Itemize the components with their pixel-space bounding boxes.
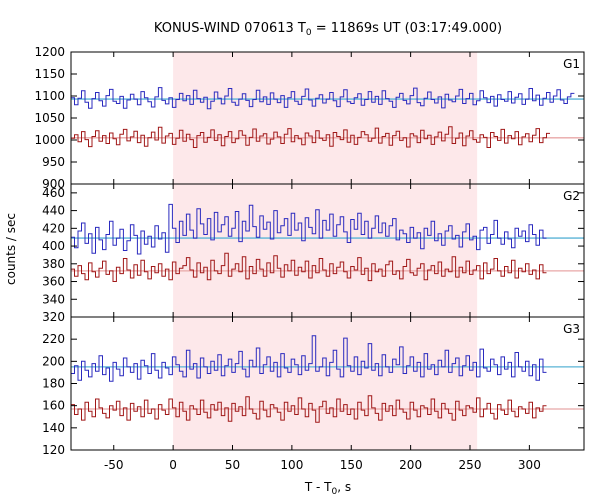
x-tick-label: -50 bbox=[104, 458, 124, 472]
x-tick-label: 200 bbox=[399, 458, 422, 472]
y-tick-label-G2: 360 bbox=[42, 275, 65, 289]
y-tick-label-G1: 1200 bbox=[34, 45, 65, 59]
y-tick-label-G2: 320 bbox=[42, 310, 65, 324]
y-tick-label-G3: 180 bbox=[42, 377, 65, 391]
y-tick-label-G2: 440 bbox=[42, 204, 65, 218]
y-tick-label-G2: 380 bbox=[42, 257, 65, 271]
x-axis-label: T - T0, s bbox=[304, 480, 351, 497]
x-tick-label: 250 bbox=[459, 458, 482, 472]
panel-label-G2: G2 bbox=[563, 189, 580, 203]
y-tick-label-G3: 200 bbox=[42, 354, 65, 368]
x-tick-label: 50 bbox=[225, 458, 240, 472]
y-tick-label-G1: 900 bbox=[42, 177, 65, 191]
y-tick-label-G2: 460 bbox=[42, 186, 65, 200]
y-tick-label-G3: 220 bbox=[42, 332, 65, 346]
panel-G1-series bbox=[71, 87, 584, 148]
y-tick-label-G1: 1100 bbox=[34, 89, 65, 103]
y-tick-label-G1: 1150 bbox=[34, 67, 65, 81]
panel-G2-series bbox=[71, 203, 584, 282]
panel-G3-series bbox=[71, 335, 584, 423]
lightcurve-G1-lower bbox=[71, 126, 550, 148]
lightcurve-G3-upper bbox=[71, 335, 547, 382]
x-tick-label: 150 bbox=[340, 458, 363, 472]
y-tick-label-G2: 400 bbox=[42, 239, 65, 253]
lightcurve-G2-lower bbox=[71, 252, 547, 282]
lightcurve-G3-lower bbox=[71, 395, 547, 423]
lightcurve-G1-upper bbox=[71, 87, 575, 110]
highlight-interval bbox=[173, 52, 478, 450]
chart-title-subscript: 0 bbox=[306, 28, 312, 38]
panel-label-G1: G1 bbox=[563, 57, 580, 71]
x-tick-label: 100 bbox=[280, 458, 303, 472]
y-tick-label-G3: 160 bbox=[42, 399, 65, 413]
y-tick-label-G1: 950 bbox=[42, 155, 65, 169]
y-tick-label-G1: 1050 bbox=[34, 111, 65, 125]
y-tick-label-G2: 340 bbox=[42, 292, 65, 306]
x-tick-label: 0 bbox=[169, 458, 177, 472]
lightcurve-G2-upper bbox=[71, 203, 547, 255]
y-tick-label-G2: 420 bbox=[42, 221, 65, 235]
y-axis-label: counts / sec bbox=[4, 213, 18, 285]
x-tick-label: 300 bbox=[518, 458, 541, 472]
x-axis-label-subscript: 0 bbox=[332, 487, 338, 497]
panel-label-G3: G3 bbox=[563, 322, 580, 336]
y-tick-label-G1: 1000 bbox=[34, 133, 65, 147]
chart-title: KONUS-WIND 070613 T0 = 11869s UT (03:17:… bbox=[154, 21, 502, 38]
y-tick-label-G3: 120 bbox=[42, 443, 65, 457]
y-tick-label-G3: 140 bbox=[42, 421, 65, 435]
